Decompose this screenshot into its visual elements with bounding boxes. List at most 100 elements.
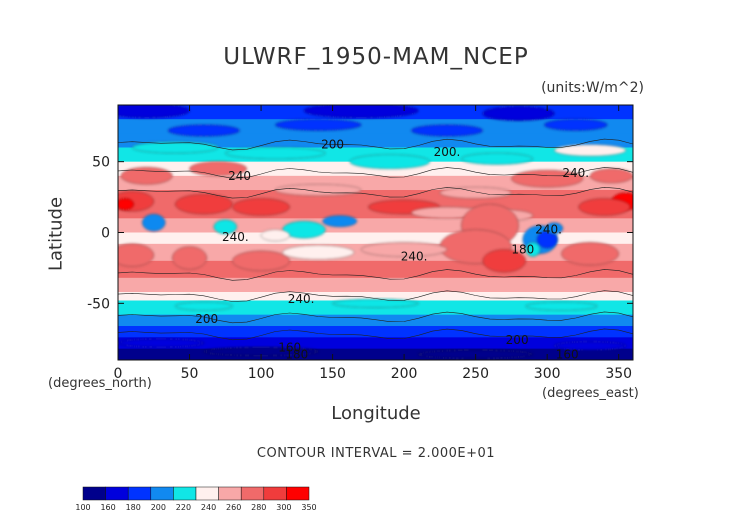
heat-blob <box>225 147 326 160</box>
heat-blob <box>167 124 240 137</box>
heat-blob <box>118 338 205 348</box>
x-tick-label: 350 <box>605 366 632 382</box>
colorbar: 100 160 180 200 220 240 260 280 300 350 <box>75 486 317 512</box>
contour-label: 160 <box>278 340 301 354</box>
heat-band <box>118 161 633 177</box>
heat-blob <box>303 105 419 118</box>
heat-blob <box>120 167 173 185</box>
x-tick-label: 300 <box>534 366 561 382</box>
contour-label: 180 <box>285 347 308 361</box>
colorbar-label: 200 <box>151 503 166 512</box>
heat-blob <box>525 242 541 257</box>
y-axis-units: (degrees_north) <box>48 376 152 391</box>
contour-label: 160 <box>556 347 579 361</box>
colorbar-label: 220 <box>176 503 191 512</box>
colorbar-label: 350 <box>301 503 316 512</box>
x-tick-label: 100 <box>248 366 275 382</box>
x-tick-label: 0 <box>114 366 123 382</box>
units-label: (units:W/m^2) <box>541 80 644 96</box>
x-tick-label: 250 <box>462 366 489 382</box>
plot-area <box>118 105 633 360</box>
colorbar-label: 180 <box>126 503 141 512</box>
contour-line <box>118 167 633 179</box>
colorbar-swatch <box>286 486 310 501</box>
heat-band <box>118 292 633 301</box>
heat-blob <box>118 198 134 211</box>
contour-label: 180 <box>511 243 534 257</box>
heat-band <box>118 314 633 327</box>
contour-line <box>118 290 633 302</box>
heat-blob <box>275 184 362 196</box>
heat-blob <box>589 168 633 184</box>
colorbar-label: 240 <box>201 503 216 512</box>
heat-blob <box>232 198 290 216</box>
contour-line <box>118 328 633 341</box>
heat-blob <box>282 245 355 260</box>
contour-label: 200. <box>434 145 461 159</box>
heat-blob <box>349 154 431 170</box>
heat-blob <box>461 152 534 165</box>
heat-blob <box>132 141 219 154</box>
heat-band <box>118 175 633 191</box>
heat-blob <box>142 213 166 232</box>
colorbar-swatch <box>263 486 287 501</box>
heat-band <box>118 133 633 148</box>
x-tick-label: 200 <box>391 366 418 382</box>
heat-blob <box>525 301 598 311</box>
heat-blob <box>174 194 233 215</box>
heat-band <box>118 232 633 245</box>
colorbar-label: 300 <box>276 503 291 512</box>
colorbar-swatch <box>82 486 106 501</box>
y-tick-label: -50 <box>87 296 110 312</box>
heat-blob <box>482 106 555 121</box>
heat-blob <box>118 243 155 267</box>
heat-blob <box>544 118 608 131</box>
heat-blob <box>118 105 190 118</box>
heat-blob <box>411 124 484 137</box>
colorbar-swatch <box>173 486 197 501</box>
heat-band <box>118 119 633 134</box>
heat-blob <box>332 298 419 308</box>
colorbar-swatch <box>218 486 242 501</box>
colorbar-label: 100 <box>75 503 90 512</box>
colorbar-label: 160 <box>100 503 115 512</box>
x-tick-label: 50 <box>181 366 199 382</box>
contour-interval-label: CONTOUR INTERVAL = 2.000E+01 <box>256 446 496 461</box>
heat-blob <box>174 301 233 311</box>
y-tick-label: 0 <box>101 226 110 242</box>
heat-blob <box>213 219 237 235</box>
contour-label: 200 <box>506 333 529 347</box>
heat-blob <box>482 249 526 273</box>
heat-band <box>118 326 633 338</box>
colorbar-label: 280 <box>251 503 266 512</box>
x-tick-label: 150 <box>319 366 346 382</box>
contour-line <box>118 269 633 281</box>
contour-label: 240. <box>288 292 315 306</box>
contour-label: 240. <box>401 250 428 264</box>
heat-blob <box>545 222 564 235</box>
heat-blob <box>578 198 631 216</box>
colorbar-swatch <box>105 486 129 501</box>
heat-blob <box>439 186 512 199</box>
contour-label: 200 <box>321 138 344 152</box>
contour-label: 200 <box>195 312 218 326</box>
heat-blob <box>172 246 207 270</box>
heat-blob <box>554 144 627 157</box>
heat-band <box>118 277 633 293</box>
contour-label: 240. <box>535 223 562 237</box>
heat-blob <box>282 220 326 239</box>
contour-line <box>118 138 633 151</box>
contour-label: 240. <box>222 230 249 244</box>
y-tick-label: 50 <box>92 155 110 171</box>
heat-blob <box>561 242 619 266</box>
x-axis-label: Longitude <box>331 403 421 424</box>
colorbar-swatch <box>195 486 219 501</box>
heat-band <box>118 337 633 350</box>
colorbar-swatch <box>127 486 152 501</box>
heat-blob <box>360 242 448 257</box>
heat-blob <box>554 341 627 351</box>
colorbar-label: 260 <box>226 503 241 512</box>
colorbar-swatch <box>150 486 174 501</box>
